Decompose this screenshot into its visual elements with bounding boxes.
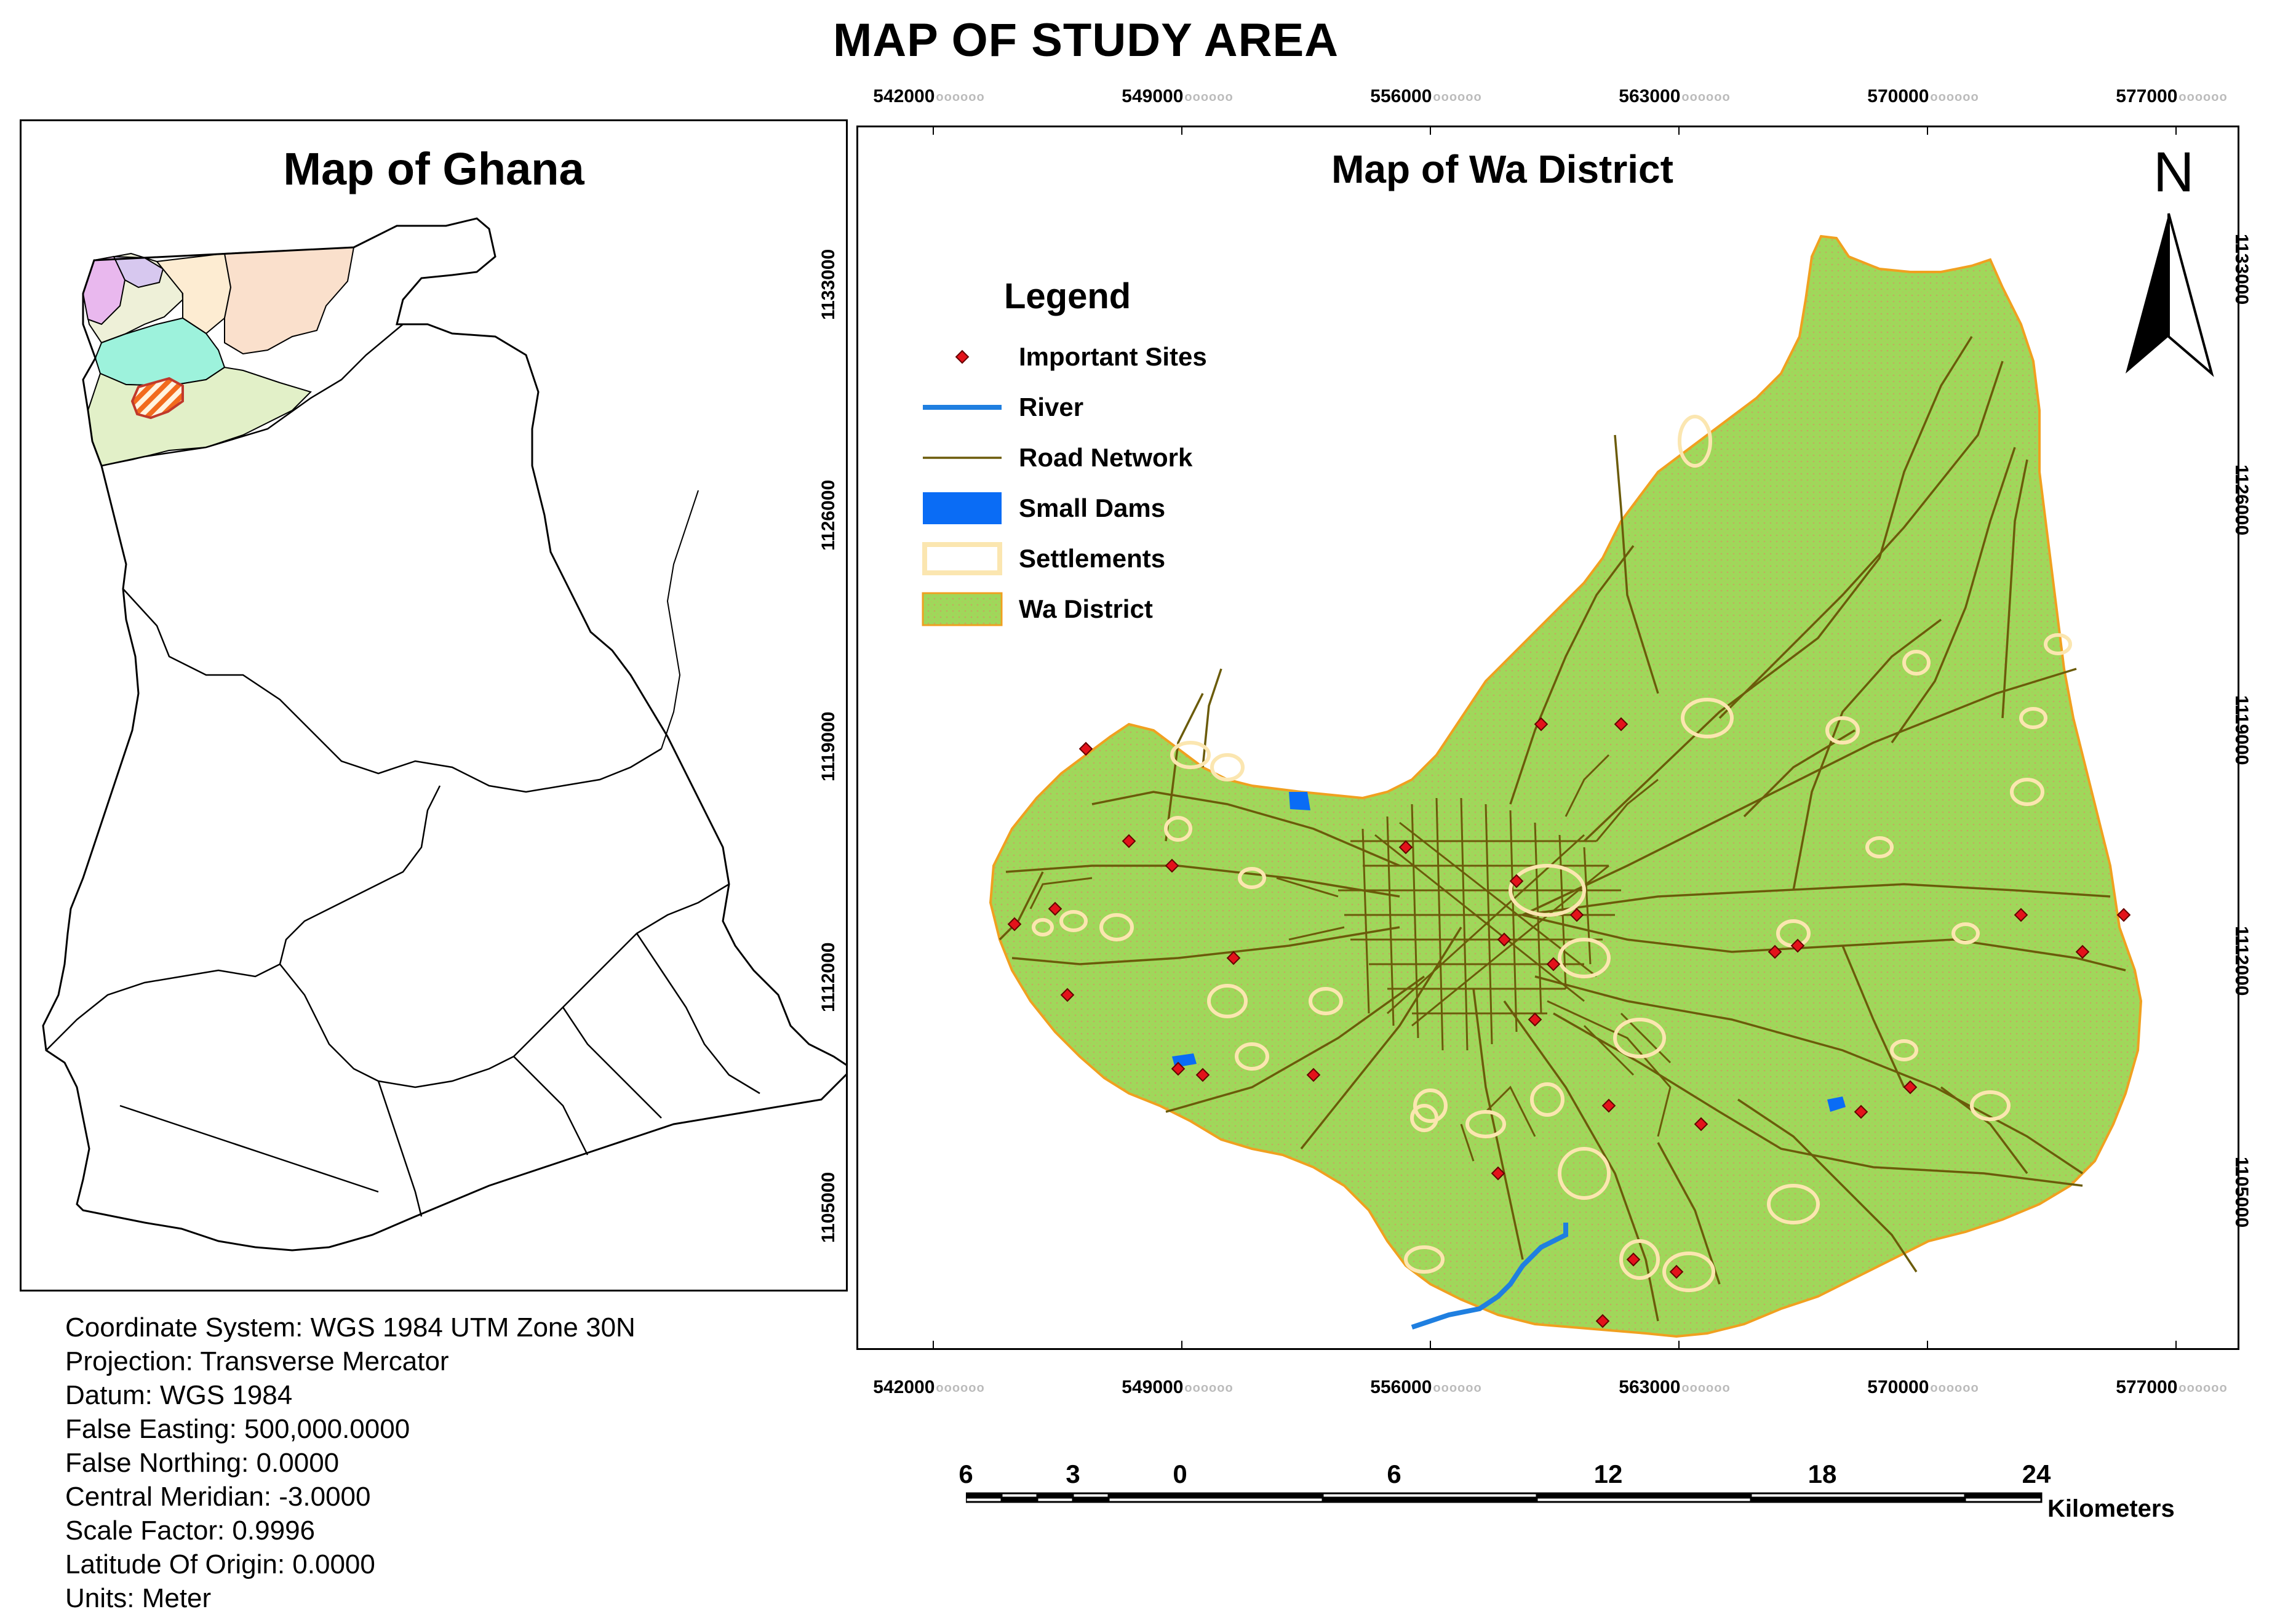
metadata-line: Units: Meter [65,1583,212,1613]
y-tick-right: 1126000 [2231,465,2252,536]
x-tick-top: 570000 oooooo [1867,86,1979,106]
metadata-line: False Easting: 500,000.0000 [65,1414,410,1444]
region-boundary [377,1080,423,1217]
urban-road-cluster [1029,754,1672,1162]
road-network [999,336,2126,1322]
region-boundary [46,785,441,1051]
x-tick-bottom: 570000 oooooo [1867,1377,1979,1397]
region-boundary [661,490,699,749]
x-tick-bottom: 563000 oooooo [1619,1377,1731,1397]
legend-label: Road Network [1019,443,1193,472]
y-tick-left: 1133000 [818,249,839,320]
scale-bar [966,1492,2043,1503]
x-tick-top: 549000 oooooo [1122,86,1234,106]
projection-metadata: Coordinate System: WGS 1984 UTM Zone 30N… [65,1311,636,1615]
metadata-line: Coordinate System: WGS 1984 UTM Zone 30N [65,1312,636,1343]
y-tick-right: 1133000 [2231,234,2252,305]
main-title: MAP OF STUDY AREA [832,14,1339,66]
scale-label: 3 [1066,1459,1080,1488]
wa-map-title: Map of Wa District [1331,147,1673,191]
river [1411,1223,1568,1330]
y-tick-right: 1119000 [2231,695,2252,765]
wa-district-highlight [130,377,184,420]
scale-label: 0 [1173,1459,1187,1488]
grid-tick-marks [933,127,2177,1348]
north-arrow-label: N [2153,141,2194,204]
y-tick-left: 1119000 [818,711,839,781]
upper-east-region [223,246,355,355]
metadata-line: Latitude Of Origin: 0.0000 [65,1549,375,1579]
x-tick-bottom: 549000 oooooo [1122,1377,1234,1397]
y-tick-right: 1112000 [2231,926,2252,996]
legend-label: Small Dams [1019,493,1166,522]
scale-label: 6 [959,1459,973,1488]
small-dams [1172,792,1846,1112]
legend-title: Legend [1004,276,1131,316]
region-boundary [122,588,662,793]
region-boundary [279,883,730,1088]
ghana-map-title: Map of Ghana [283,143,584,194]
wa-map-frame [856,126,2239,1350]
scale-label: 6 [1387,1459,1401,1488]
metadata-line: False Northing: 0.0000 [65,1448,340,1478]
legend-label: River [1019,393,1084,421]
x-tick-top: 542000 oooooo [873,86,985,106]
legend-label: Wa District [1019,594,1153,623]
important-sites [1007,717,2131,1328]
x-tick-bottom: 542000 oooooo [873,1377,985,1397]
x-tick-bottom: 577000 oooooo [2116,1377,2228,1397]
region-boundary [513,1056,589,1156]
x-tick-top: 577000 oooooo [2116,86,2228,106]
diamond-icon [955,349,970,364]
x-tick-top: 556000 oooooo [1370,86,1482,106]
legend-label: Settlements [1019,544,1166,573]
metadata-line: Scale Factor: 0.9996 [65,1515,316,1546]
metadata-line: Projection: Transverse Mercator [65,1346,449,1376]
y-tick-left: 1105000 [818,1172,839,1243]
river-line-icon [923,405,1002,410]
metadata-line: Central Meridian: -3.0000 [65,1482,371,1512]
metadata-line: Datum: WGS 1984 [65,1380,293,1410]
y-tick-left: 1126000 [818,479,839,551]
wa-district-map [933,127,2214,1348]
scale-label: 24 [2022,1459,2051,1488]
dam-fill-icon [923,492,1002,524]
ghana-map [42,217,846,1252]
region-boundary [636,933,760,1095]
upper-west-south [87,366,312,467]
road-line-icon [923,457,1002,459]
scale-unit: Kilometers [2047,1495,2175,1522]
region-boundary [562,1007,662,1119]
y-tick-left: 1112000 [818,942,839,1012]
scale-label: 12 [1593,1459,1623,1488]
settlements [1032,415,2072,1292]
ghana-outline [42,217,846,1252]
region-boundary [101,324,404,467]
y-tick-right: 1105000 [2231,1157,2252,1228]
settlement-outline-icon [922,542,1002,575]
north-arrow-icon [2126,213,2214,377]
legend-label: Important Sites [1019,342,1207,371]
x-tick-bottom: 556000 oooooo [1370,1377,1482,1397]
ghana-map-frame [20,119,848,1292]
scale-label: 18 [1808,1459,1837,1488]
x-tick-top: 563000 oooooo [1619,86,1731,106]
wa-district-polygon [989,234,2143,1338]
district-fill-icon [922,592,1003,626]
region-boundary [119,1104,379,1193]
